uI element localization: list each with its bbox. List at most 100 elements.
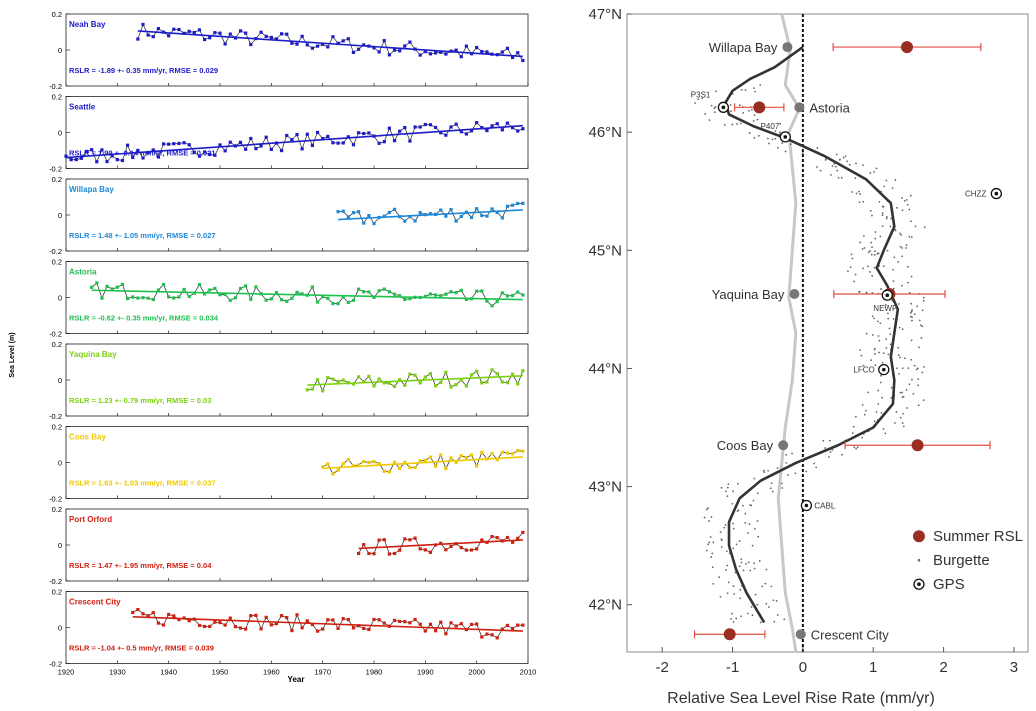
data-point [197, 154, 202, 158]
data-point [454, 290, 458, 295]
data-point [490, 534, 494, 539]
burgette-point [899, 416, 902, 419]
data-point [305, 388, 309, 392]
burgette-point [744, 89, 747, 92]
data-point [269, 623, 273, 627]
burgette-point [882, 352, 885, 355]
burgette-point [908, 235, 911, 238]
burgette-point [914, 225, 917, 228]
data-point [377, 538, 381, 542]
burgette-point [905, 244, 908, 247]
burgette-point [895, 206, 898, 209]
x-tick-label: 2010 [520, 668, 537, 677]
data-point [475, 369, 479, 373]
data-point [521, 201, 525, 205]
data-point [290, 628, 294, 633]
burgette-point [731, 502, 734, 505]
data-point [485, 632, 489, 636]
burgette-point [715, 90, 717, 93]
series-line [322, 450, 523, 475]
data-point [182, 287, 186, 292]
burgette-point [873, 420, 876, 423]
data-point [511, 627, 515, 631]
data-point [495, 536, 499, 540]
burgette-point [884, 304, 887, 306]
burgette-point [735, 617, 738, 620]
burgette-point [879, 381, 882, 384]
burgette-point [713, 107, 716, 109]
burgette-point [748, 109, 750, 112]
burgette-point [887, 317, 890, 320]
data-point [408, 372, 412, 376]
data-point [367, 131, 371, 135]
burgette-point [913, 313, 916, 316]
data-point [341, 617, 345, 621]
data-point [428, 550, 433, 554]
burgette-point [871, 334, 874, 336]
data-point [269, 147, 273, 152]
data-point [315, 629, 320, 633]
burgette-point [910, 236, 913, 239]
y-tick-label: 42°N [588, 597, 622, 614]
burgette-point [791, 452, 793, 455]
trend-line [91, 289, 523, 301]
data-point [516, 382, 520, 386]
burgette-point [822, 439, 825, 442]
burgette-point [873, 266, 876, 269]
data-point [500, 216, 504, 220]
data-point [346, 215, 350, 219]
burgette-point [901, 396, 904, 399]
legend-swatch-summer-rsl [912, 530, 925, 543]
burgette-point [742, 569, 745, 572]
burgette-point [886, 216, 888, 218]
data-point [469, 215, 474, 220]
data-point [357, 375, 361, 379]
y-tick-label: 0.2 [52, 258, 62, 267]
data-point [480, 381, 484, 385]
burgette-point [830, 173, 832, 176]
burgette-point [898, 326, 901, 329]
left-ylabel: Sea Level (m) [9, 332, 16, 377]
data-point [84, 149, 89, 153]
data-point [331, 141, 335, 145]
burgette-point [873, 317, 875, 320]
data-point [336, 141, 340, 145]
y-tick-label: 0 [58, 376, 62, 385]
y-tick-label: 45°N [588, 242, 622, 259]
station-marker [795, 629, 806, 640]
panel-astoria: 0.2 0 -0.2 Astoria RSLR = -0.62 +- 0.35 mm/y… [49, 258, 529, 339]
burgette-point [905, 247, 908, 249]
data-point [490, 124, 494, 128]
data-point [331, 35, 335, 39]
burgette-point [736, 123, 738, 125]
data-point [505, 535, 510, 540]
data-point [249, 136, 253, 141]
data-point [264, 615, 268, 619]
data-point [469, 548, 474, 552]
burgette-point [901, 391, 903, 394]
data-point [79, 156, 83, 160]
gps-label: NEWP [873, 304, 897, 313]
burgette-point [890, 386, 893, 389]
data-point [244, 627, 248, 631]
data-point [505, 623, 510, 628]
data-point [192, 30, 196, 35]
data-point [305, 43, 309, 47]
data-point [131, 295, 135, 299]
burgette-point [726, 592, 729, 595]
data-point [136, 607, 140, 612]
burgette-point [907, 367, 910, 370]
burgette-point [893, 256, 896, 259]
data-point [480, 289, 484, 293]
station-label: Crescent City [811, 627, 890, 642]
burgette-point [753, 90, 756, 93]
data-point [495, 210, 499, 215]
panel-port-orford: 0.2 0 -0.2 Port Orford RSLR = 1.47 +- 1.95 m… [49, 505, 529, 586]
burgette-point [753, 527, 756, 530]
burgette-point [900, 234, 902, 236]
data-point [428, 212, 433, 216]
data-point [161, 142, 166, 146]
burgette-point [719, 531, 722, 533]
data-point [423, 375, 427, 379]
burgette-point [727, 581, 730, 584]
